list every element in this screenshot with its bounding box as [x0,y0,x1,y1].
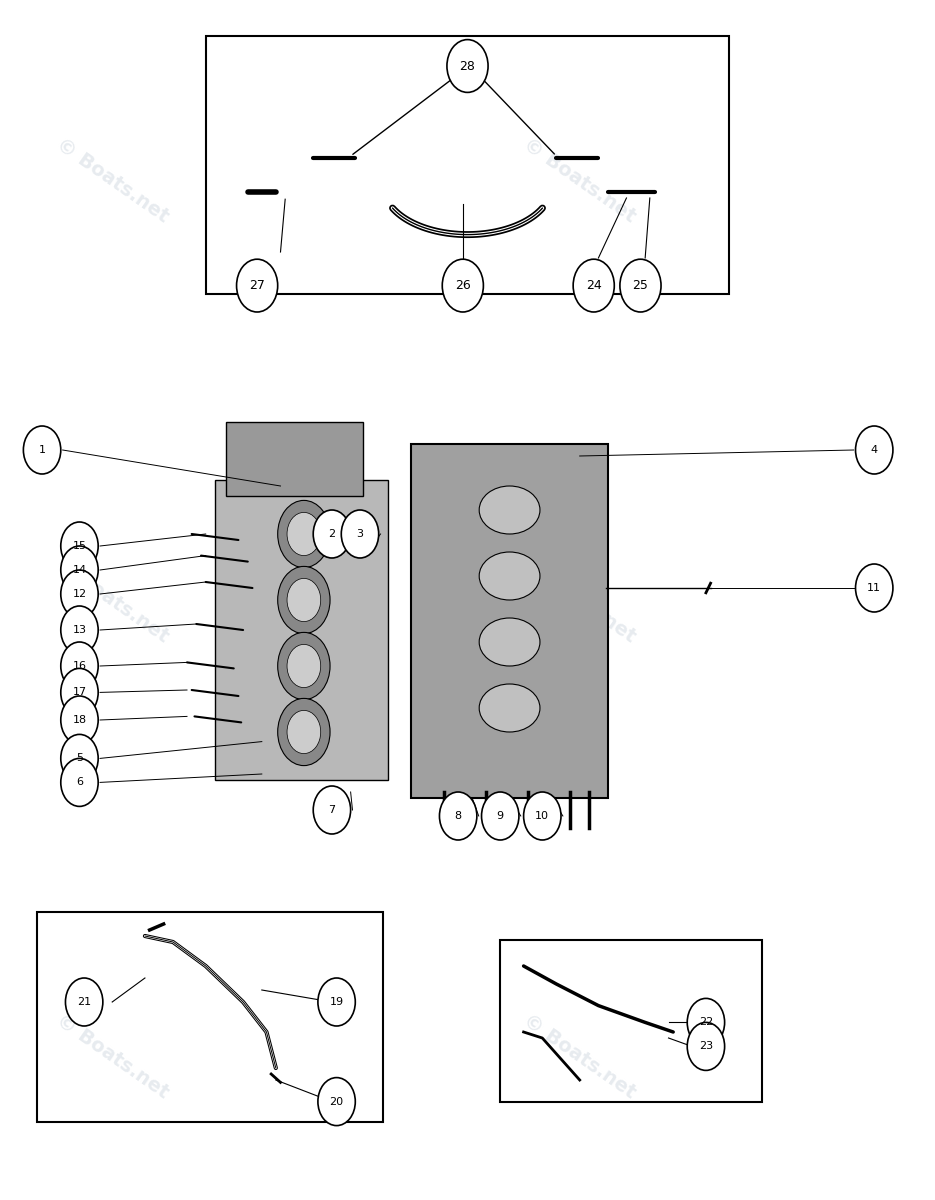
Circle shape [524,792,561,840]
Text: 16: 16 [73,661,86,671]
Text: 5: 5 [76,754,83,763]
Circle shape [61,696,98,744]
Text: 21: 21 [77,997,92,1007]
Text: 22: 22 [698,1018,713,1027]
Text: 10: 10 [536,811,549,821]
Text: 11: 11 [868,583,881,593]
Text: © Boats.net: © Boats.net [52,1010,172,1102]
Circle shape [687,1022,725,1070]
Circle shape [447,40,488,92]
Circle shape [278,632,330,700]
Circle shape [620,259,661,312]
Circle shape [482,792,519,840]
Circle shape [61,606,98,654]
Circle shape [313,786,351,834]
Text: © Boats.net: © Boats.net [52,134,172,226]
Text: 14: 14 [72,565,87,575]
Circle shape [61,546,98,594]
Text: 13: 13 [73,625,86,635]
Ellipse shape [480,618,540,666]
Circle shape [856,564,893,612]
Circle shape [278,566,330,634]
Text: © Boats.net: © Boats.net [52,554,172,646]
Text: 3: 3 [356,529,364,539]
Circle shape [442,259,483,312]
Circle shape [287,512,321,556]
FancyBboxPatch shape [215,480,388,780]
Text: 8: 8 [454,811,462,821]
FancyBboxPatch shape [226,422,363,496]
Text: 1: 1 [38,445,46,455]
Circle shape [61,668,98,716]
Circle shape [687,998,725,1046]
Text: 25: 25 [633,280,648,292]
Ellipse shape [480,684,540,732]
Text: © Boats.net: © Boats.net [520,554,640,646]
Circle shape [856,426,893,474]
Text: 26: 26 [455,280,470,292]
Circle shape [61,570,98,618]
Circle shape [61,734,98,782]
Circle shape [237,259,278,312]
Circle shape [278,500,330,568]
Circle shape [318,978,355,1026]
Circle shape [573,259,614,312]
Text: © Boats.net: © Boats.net [520,134,640,226]
Text: 2: 2 [328,529,336,539]
Ellipse shape [480,552,540,600]
Text: 7: 7 [328,805,336,815]
Text: 18: 18 [72,715,87,725]
Text: 24: 24 [586,280,601,292]
Text: 17: 17 [72,688,87,697]
Text: 23: 23 [698,1042,713,1051]
Circle shape [61,642,98,690]
Circle shape [341,510,379,558]
FancyBboxPatch shape [411,444,608,798]
Ellipse shape [480,486,540,534]
Circle shape [61,758,98,806]
Circle shape [287,644,321,688]
Circle shape [61,522,98,570]
Text: 6: 6 [76,778,83,787]
Text: 4: 4 [870,445,878,455]
Text: 27: 27 [250,280,265,292]
Circle shape [65,978,103,1026]
Text: 19: 19 [329,997,344,1007]
Circle shape [439,792,477,840]
Circle shape [318,1078,355,1126]
Circle shape [287,578,321,622]
Text: 20: 20 [329,1097,344,1106]
Text: 15: 15 [73,541,86,551]
Circle shape [23,426,61,474]
Circle shape [287,710,321,754]
Text: 28: 28 [460,60,475,72]
Text: 12: 12 [72,589,87,599]
Circle shape [278,698,330,766]
Text: 9: 9 [496,811,504,821]
Text: © Boats.net: © Boats.net [520,1010,640,1102]
Circle shape [313,510,351,558]
